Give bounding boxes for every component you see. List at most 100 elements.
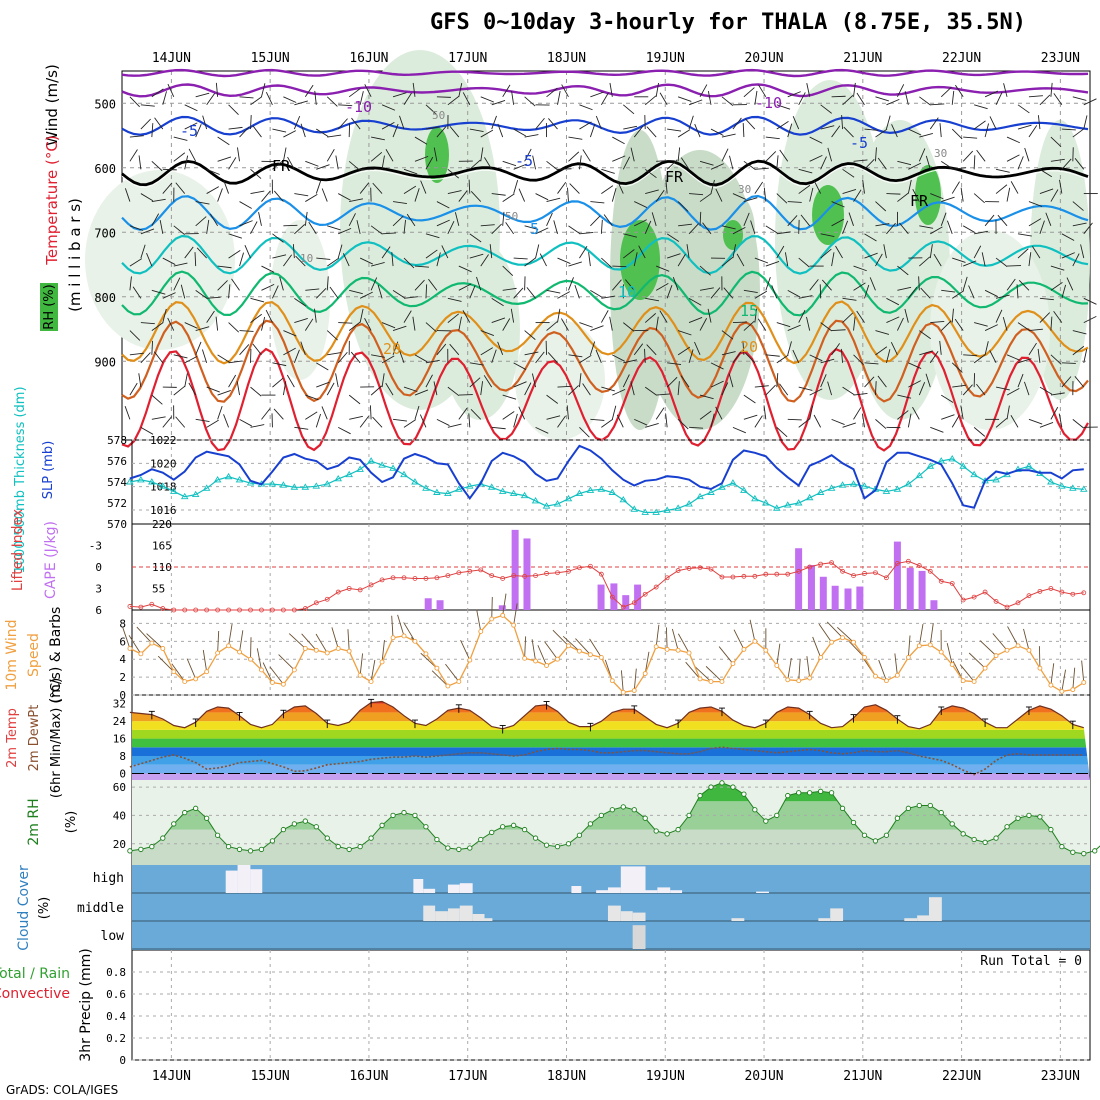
temp-tick-label: 16 <box>113 733 126 746</box>
wind-barb <box>1006 354 1021 361</box>
date-label-bottom: 21JUN <box>843 1069 882 1084</box>
wind-barb <box>831 329 846 332</box>
thickness-tick-label: 576 <box>107 455 127 468</box>
lifted-index-point <box>544 571 549 576</box>
wind-barb <box>436 201 450 209</box>
rh-point <box>565 841 572 847</box>
wind-barb <box>337 351 348 364</box>
wind-speed-point <box>204 669 210 675</box>
rh-point <box>236 846 243 853</box>
rh-point <box>225 843 232 850</box>
wind-speed-point <box>335 646 341 651</box>
lifted-index-point <box>785 571 791 577</box>
rh-point <box>817 788 824 794</box>
wind-barb <box>385 382 394 396</box>
wind-barb <box>875 381 877 396</box>
wind-speed-point <box>796 678 802 684</box>
wind-barb <box>1061 128 1076 131</box>
rh-point <box>1004 824 1010 830</box>
cloud-level-label: high <box>93 871 124 886</box>
wind-barb <box>1050 82 1053 97</box>
wind-barb <box>305 411 318 420</box>
wind-barb <box>217 156 232 162</box>
wind-barb <box>483 375 493 388</box>
wind-barb <box>875 346 888 356</box>
wind-barb <box>918 276 920 291</box>
wind-barb <box>798 257 810 268</box>
wind-barb <box>634 219 647 227</box>
thickness-point <box>926 462 935 469</box>
wind-barb <box>261 283 275 291</box>
wind-barb <box>436 96 451 98</box>
wind-barb <box>228 233 243 239</box>
rh-point <box>642 815 648 821</box>
wind-barb-10m <box>894 653 898 676</box>
rh-shade-area <box>515 320 605 440</box>
lifted-index-point <box>916 563 922 568</box>
thickness-point <box>685 500 693 507</box>
wind-barb <box>194 252 197 267</box>
wind-barb <box>370 225 383 235</box>
wind-barb <box>946 220 953 234</box>
wind-barb <box>261 190 271 202</box>
thickness-point <box>992 476 1000 483</box>
wind-barb <box>1017 373 1024 388</box>
wind-barb <box>644 348 646 363</box>
wind-barb <box>532 155 537 170</box>
wind-tick-label: 8 <box>119 617 126 630</box>
wind-barb <box>973 427 986 437</box>
wind-barb <box>694 341 701 356</box>
wind-barb <box>458 83 463 97</box>
wind-speed-point <box>916 643 922 649</box>
wind-barb <box>338 227 352 235</box>
wind-barb <box>1074 158 1085 170</box>
wind-barb <box>919 225 934 229</box>
wind-speed-point <box>1048 682 1054 688</box>
wind-barb <box>436 418 450 426</box>
wind-barb <box>1072 96 1087 101</box>
wind-speed-point <box>456 679 462 685</box>
contour-label: 20 <box>383 340 401 358</box>
wind-barb <box>798 309 806 323</box>
wind-barb <box>392 201 407 204</box>
rh-point <box>828 790 835 796</box>
lifted-index-point <box>664 575 670 581</box>
wind-barb <box>1061 376 1072 388</box>
wind-barb <box>497 123 504 138</box>
wind-barb <box>875 147 877 162</box>
wind-barb <box>173 225 185 235</box>
thickness-point <box>400 470 408 478</box>
wind-barb <box>930 321 945 324</box>
thickness-point <box>158 482 167 489</box>
thickness-point <box>531 497 540 504</box>
wind-barb-10m <box>491 596 493 619</box>
wind-barb <box>294 193 309 197</box>
wind-barb <box>831 418 845 425</box>
temp-band <box>132 756 1090 765</box>
cloud-segment <box>607 905 621 921</box>
wind-barb <box>702 222 712 235</box>
wind-barb <box>689 426 704 429</box>
cloud-segment <box>596 890 608 893</box>
wind-barb-10m <box>677 633 690 654</box>
wind-barb <box>392 341 399 356</box>
wind-barb <box>743 197 758 203</box>
wind-barb <box>283 96 297 103</box>
wind-barb <box>403 310 412 323</box>
wind-speed-point <box>226 643 232 649</box>
contour-10 <box>121 234 1089 275</box>
wind-barb <box>502 160 517 167</box>
lifted-index-point <box>993 599 999 604</box>
wind-barb-10m <box>269 666 284 685</box>
wind-barb <box>820 248 832 259</box>
wind-barb-10m <box>544 641 558 660</box>
thickness-point <box>455 485 463 492</box>
wind-barb <box>1017 124 1032 130</box>
wind-speed-point <box>522 655 528 661</box>
contour-label: 50 <box>432 109 445 122</box>
wind-barb <box>151 123 154 138</box>
wind-speed-point <box>467 657 473 663</box>
wind-barb <box>414 265 429 268</box>
wind-barb <box>326 330 338 341</box>
rh-point <box>412 812 418 819</box>
